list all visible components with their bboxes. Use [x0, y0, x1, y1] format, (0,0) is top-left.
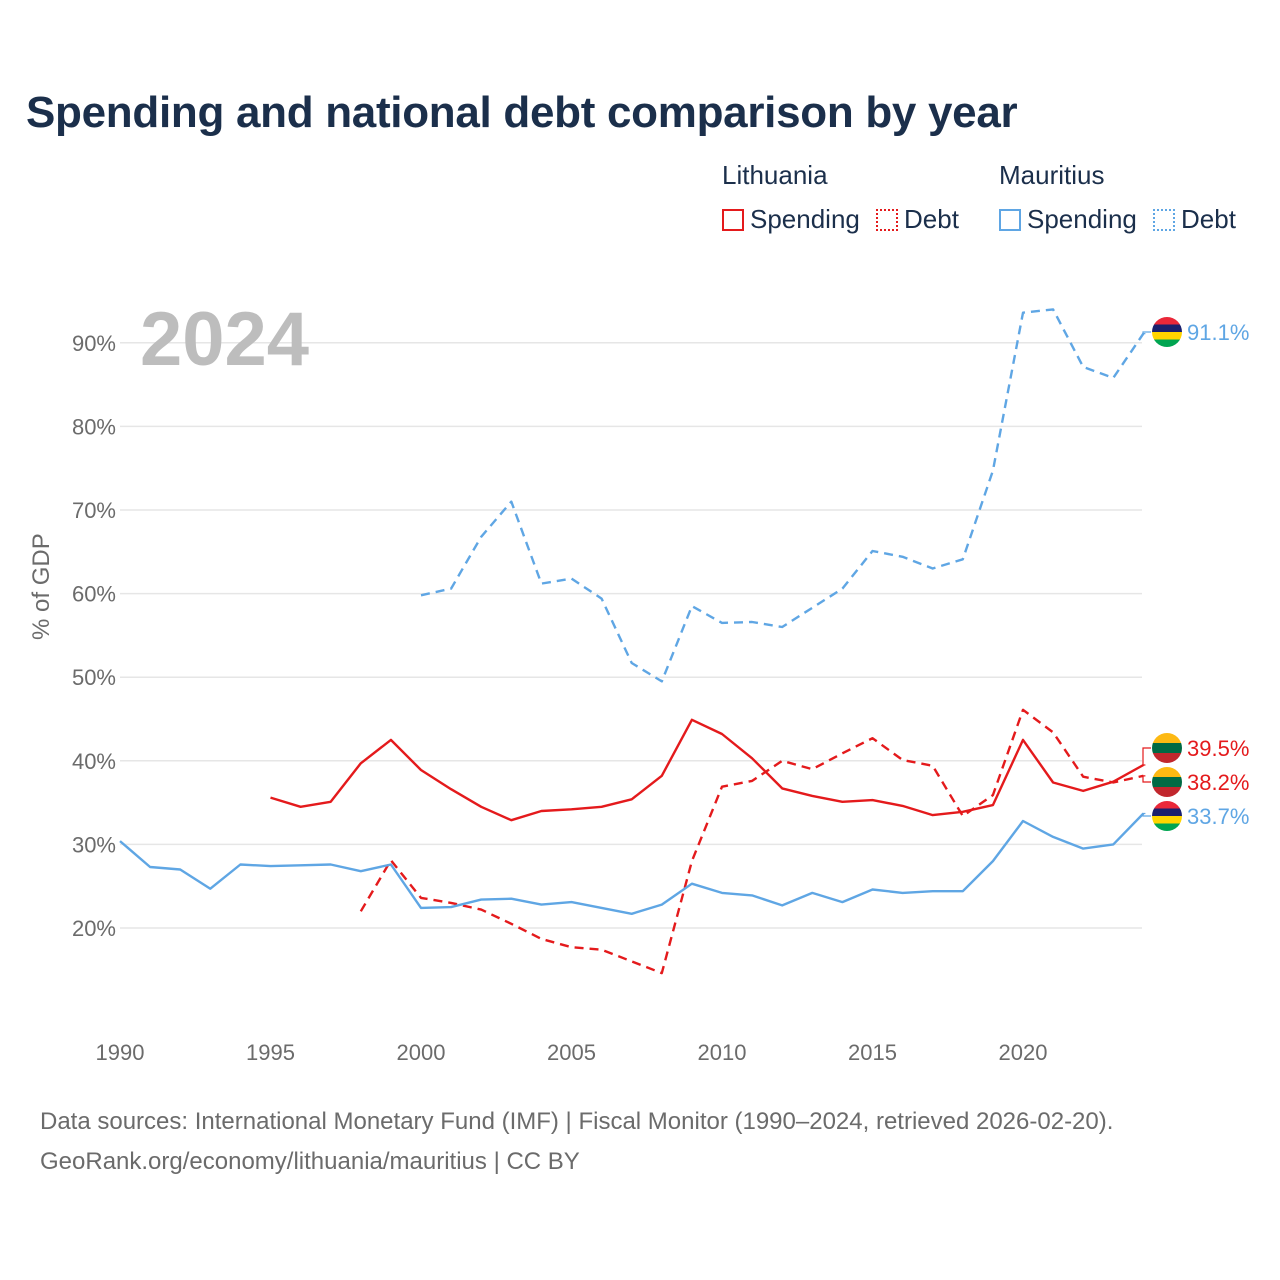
mauritius-flag-icon [1152, 317, 1182, 347]
end-value-label: 39.5% [1187, 736, 1249, 761]
label-leader [1142, 747, 1151, 766]
mauritius-flag-icon [1152, 801, 1182, 831]
y-tick-label: 90% [72, 331, 116, 356]
legend-swatch-dotted-icon [876, 208, 898, 231]
legend-item-lithuania-spending[interactable]: Spending [722, 204, 860, 235]
chart-title: Spending and national debt comparison by… [26, 88, 1018, 137]
x-tick-label: 2000 [397, 1040, 446, 1065]
series-line-mauritius-debt[interactable] [420, 308, 1145, 683]
series-line-lithuania-spending[interactable] [270, 718, 1144, 822]
label-leader [1142, 812, 1151, 817]
end-value-label: 91.1% [1187, 320, 1249, 345]
end-label-mauritius-debt: 91.1% [1142, 317, 1249, 347]
legend-label: Spending [1027, 204, 1137, 234]
series-line-mauritius-spending[interactable] [119, 812, 1145, 915]
legend-country-mauritius: Mauritius [999, 160, 1105, 190]
label-leader [1142, 331, 1151, 335]
y-tick-label: 80% [72, 414, 116, 439]
x-tick-label: 1990 [96, 1040, 145, 1065]
legend-label: Spending [750, 204, 860, 234]
legend-item-mauritius-debt[interactable]: Debt [1153, 204, 1236, 235]
end-label-lithuania-spending: 39.5% [1142, 733, 1249, 766]
footer-link[interactable]: GeoRank.org/economy/lithuania/mauritius … [40, 1148, 580, 1175]
footer-sources: Data sources: International Monetary Fun… [40, 1108, 1114, 1135]
x-tick-label: 2020 [999, 1040, 1048, 1065]
y-tick-label: 20% [72, 916, 116, 941]
lithuania-flag-icon [1152, 733, 1182, 763]
series-line-lithuania-debt[interactable] [359, 708, 1144, 975]
legend-label: Debt [1181, 204, 1236, 234]
x-tick-label: 1995 [246, 1040, 295, 1065]
year-label: 2024 [140, 297, 310, 382]
legend-label: Debt [904, 204, 959, 234]
y-tick-label: 30% [72, 832, 116, 857]
y-tick-label: 70% [72, 498, 116, 523]
y-tick-label: 50% [72, 665, 116, 690]
legend-item-mauritius-spending[interactable]: Spending [999, 204, 1137, 235]
x-tick-label: 2010 [698, 1040, 747, 1065]
x-tick-label: 2005 [547, 1040, 596, 1065]
legend-swatch-solid-icon [999, 208, 1021, 231]
y-tick-label: 40% [72, 749, 116, 774]
y-axis-label: % of GDP [28, 533, 55, 640]
end-value-label: 33.7% [1187, 804, 1249, 829]
lithuania-flag-icon [1152, 767, 1182, 797]
legend-swatch-solid-icon [722, 208, 744, 231]
legend-item-lithuania-debt[interactable]: Debt [876, 204, 959, 235]
label-leader [1142, 775, 1151, 783]
end-label-lithuania-debt: 38.2% [1142, 767, 1249, 797]
legend-swatch-dotted-icon [1153, 208, 1175, 231]
x-tick-label: 2015 [848, 1040, 897, 1065]
end-label-mauritius-spending: 33.7% [1142, 801, 1249, 831]
end-value-label: 38.2% [1187, 770, 1249, 795]
y-tick-label: 60% [72, 582, 116, 607]
legend-country-lithuania: Lithuania [722, 160, 828, 190]
